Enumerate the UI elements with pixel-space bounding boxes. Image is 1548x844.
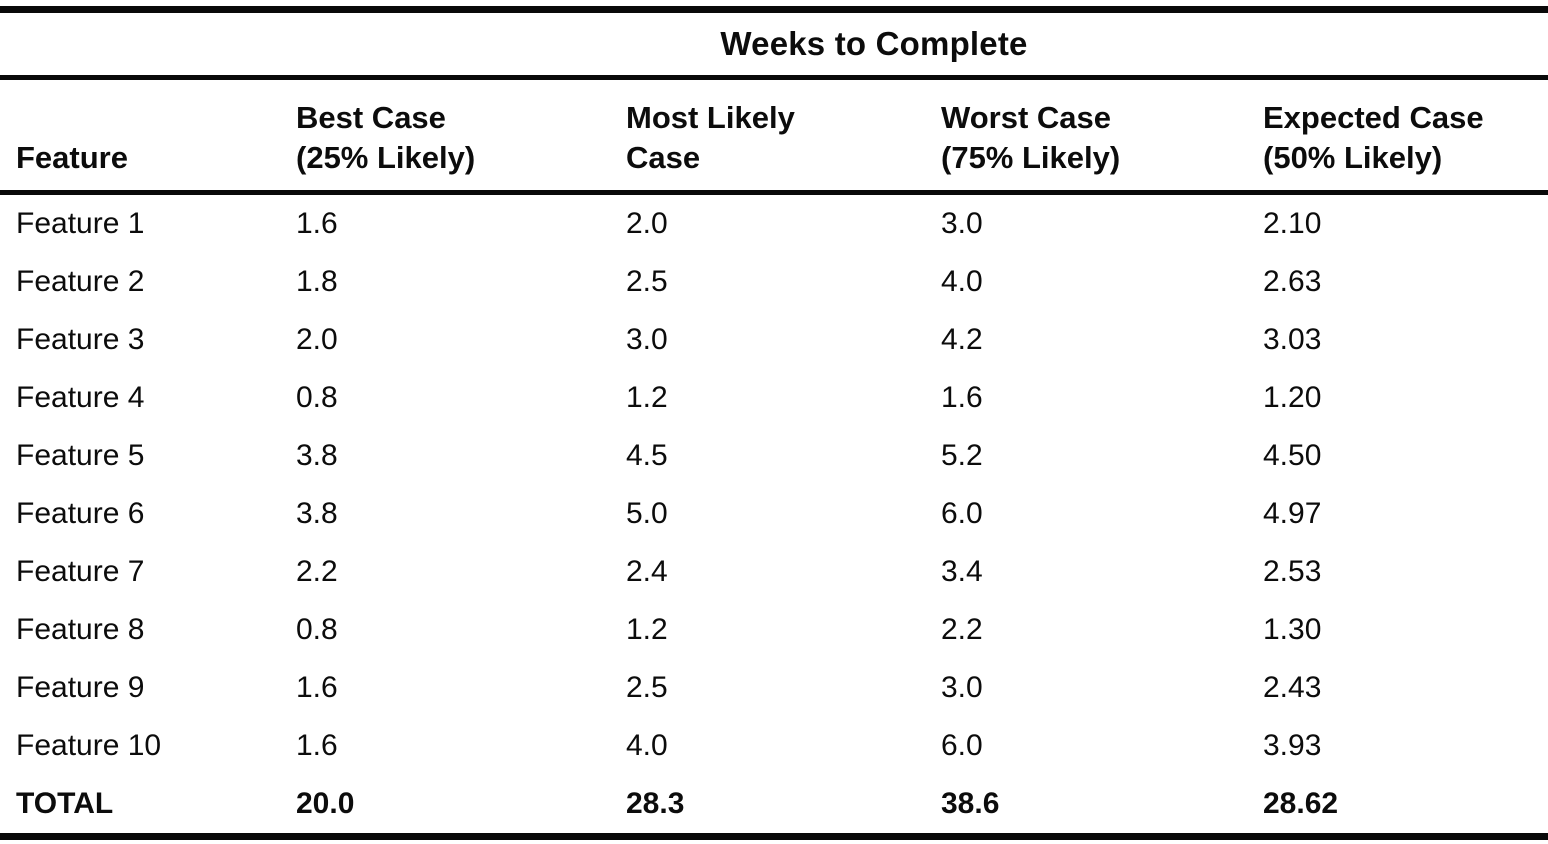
column-header-worst-case: Worst Case (75% Likely) <box>925 98 1247 190</box>
table-row: Feature 8 0.8 1.2 2.2 1.30 <box>0 601 1548 659</box>
table-row: Feature 3 2.0 3.0 4.2 3.03 <box>0 311 1548 369</box>
cell-best-case: 0.8 <box>296 381 338 414</box>
column-header-row: Feature Best Case (25% Likely) Most Like… <box>0 80 1548 190</box>
cell-best-case: 1.6 <box>296 729 338 762</box>
cell-expected-case: 1.30 <box>1263 613 1322 646</box>
header-line: (50% Likely) <box>1263 140 1443 175</box>
cell-total-expected-case: 28.62 <box>1263 787 1339 820</box>
total-row: TOTAL 20.0 28.3 38.6 28.62 <box>0 775 1548 833</box>
header-line: Worst Case <box>941 100 1111 135</box>
table-row: Feature 9 1.6 2.5 3.0 2.43 <box>0 659 1548 717</box>
table-row: Feature 10 1.6 4.0 6.0 3.93 <box>0 717 1548 775</box>
table-row: Feature 2 1.8 2.5 4.0 2.63 <box>0 253 1548 311</box>
cell-feature: Feature 4 <box>16 381 145 414</box>
table-row: Feature 1 1.6 2.0 3.0 2.10 <box>0 195 1548 253</box>
header-line: (75% Likely) <box>941 140 1121 175</box>
header-line: Best Case <box>296 100 446 135</box>
cell-worst-case: 3.4 <box>941 555 983 588</box>
cell-worst-case: 4.2 <box>941 323 983 356</box>
column-header-feature: Feature <box>0 138 280 190</box>
cell-feature: Feature 5 <box>16 439 145 472</box>
cell-best-case: 3.8 <box>296 497 338 530</box>
cell-worst-case: 4.0 <box>941 265 983 298</box>
cell-worst-case: 3.0 <box>941 207 983 240</box>
cell-total-label: TOTAL <box>16 787 114 820</box>
cell-best-case: 1.6 <box>296 671 338 704</box>
header-line: Feature <box>16 140 128 175</box>
header-line: Most Likely <box>626 100 795 135</box>
table-title: Weeks to Complete <box>720 25 1028 62</box>
cell-expected-case: 2.43 <box>1263 671 1322 704</box>
cell-most-likely: 3.0 <box>626 323 668 356</box>
cell-best-case: 1.8 <box>296 265 338 298</box>
table-row: Feature 4 0.8 1.2 1.6 1.20 <box>0 369 1548 427</box>
cell-feature: Feature 1 <box>16 207 145 240</box>
cell-most-likely: 2.5 <box>626 265 668 298</box>
cell-most-likely: 2.4 <box>626 555 668 588</box>
cell-best-case: 2.2 <box>296 555 338 588</box>
column-header-expected-case: Expected Case (50% Likely) <box>1247 98 1548 190</box>
cell-feature: Feature 7 <box>16 555 145 588</box>
cell-expected-case: 3.93 <box>1263 729 1322 762</box>
cell-worst-case: 2.2 <box>941 613 983 646</box>
bottom-rule <box>0 833 1548 840</box>
cell-worst-case: 6.0 <box>941 497 983 530</box>
cell-worst-case: 6.0 <box>941 729 983 762</box>
header-underline-rule <box>0 190 1548 195</box>
top-rule <box>0 6 1548 13</box>
cell-best-case: 2.0 <box>296 323 338 356</box>
table-row: Feature 6 3.8 5.0 6.0 4.97 <box>0 485 1548 543</box>
cell-best-case: 3.8 <box>296 439 338 472</box>
column-header-best-case: Best Case (25% Likely) <box>280 98 610 190</box>
cell-most-likely: 1.2 <box>626 381 668 414</box>
cell-most-likely: 4.0 <box>626 729 668 762</box>
title-underline-rule <box>0 75 1548 80</box>
cell-worst-case: 3.0 <box>941 671 983 704</box>
cell-best-case: 1.6 <box>296 207 338 240</box>
cell-total-most-likely: 28.3 <box>626 787 685 820</box>
cell-most-likely: 1.2 <box>626 613 668 646</box>
cell-expected-case: 2.53 <box>1263 555 1322 588</box>
cell-feature: Feature 10 <box>16 729 162 762</box>
cell-expected-case: 2.10 <box>1263 207 1322 240</box>
header-line: Expected Case <box>1263 100 1484 135</box>
cell-feature: Feature 3 <box>16 323 145 356</box>
table-title-band: Weeks to Complete <box>0 13 1548 75</box>
cell-best-case: 0.8 <box>296 613 338 646</box>
cell-most-likely: 4.5 <box>626 439 668 472</box>
table-row: Feature 7 2.2 2.4 3.4 2.53 <box>0 543 1548 601</box>
cell-total-worst-case: 38.6 <box>941 787 1000 820</box>
cell-total-best-case: 20.0 <box>296 787 355 820</box>
cell-expected-case: 1.20 <box>1263 381 1322 414</box>
cell-expected-case: 4.50 <box>1263 439 1322 472</box>
cell-worst-case: 5.2 <box>941 439 983 472</box>
header-line: (25% Likely) <box>296 140 476 175</box>
cell-feature: Feature 9 <box>16 671 145 704</box>
cell-feature: Feature 6 <box>16 497 145 530</box>
cell-most-likely: 2.5 <box>626 671 668 704</box>
cell-expected-case: 2.63 <box>1263 265 1322 298</box>
cell-feature: Feature 2 <box>16 265 145 298</box>
column-header-most-likely-case: Most Likely Case <box>610 98 925 190</box>
header-line: Case <box>626 140 701 175</box>
cell-most-likely: 5.0 <box>626 497 668 530</box>
cell-expected-case: 4.97 <box>1263 497 1322 530</box>
cell-expected-case: 3.03 <box>1263 323 1322 356</box>
cell-most-likely: 2.0 <box>626 207 668 240</box>
table-body: Feature 1 1.6 2.0 3.0 2.10 Feature 2 1.8… <box>0 195 1548 775</box>
cell-feature: Feature 8 <box>16 613 145 646</box>
table-row: Feature 5 3.8 4.5 5.2 4.50 <box>0 427 1548 485</box>
cell-worst-case: 1.6 <box>941 381 983 414</box>
